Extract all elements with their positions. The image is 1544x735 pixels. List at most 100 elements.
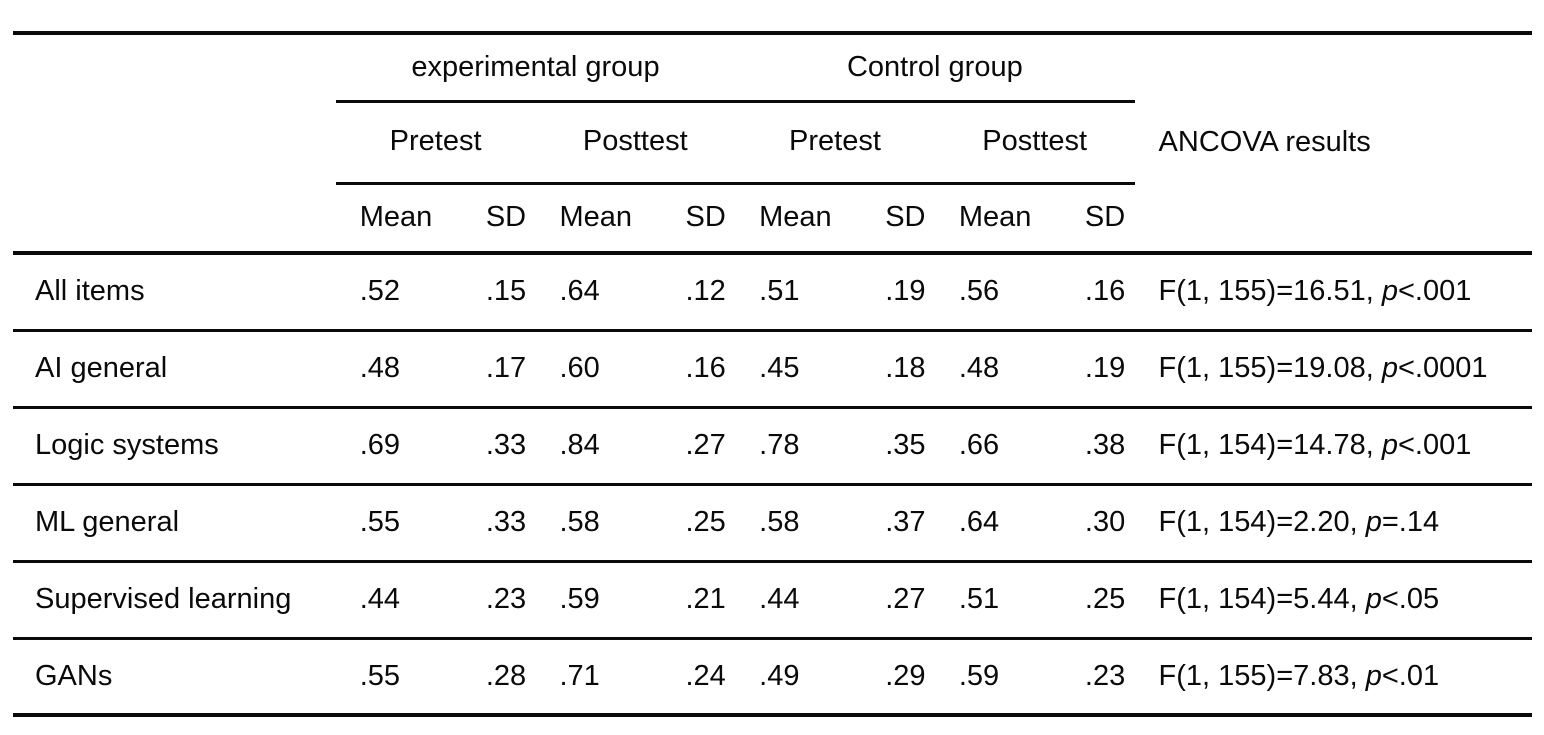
value-cell: .12 (661, 253, 736, 332)
sd-header: SD (1060, 183, 1135, 255)
row-label: Logic systems (13, 407, 336, 486)
value-cell: .33 (461, 484, 536, 563)
p-value: <.05 (1381, 582, 1440, 615)
value-cell: .48 (335, 330, 462, 409)
value-cell: .44 (735, 561, 862, 640)
p-symbol: p (1381, 275, 1398, 308)
value-cell: .78 (735, 407, 862, 486)
value-cell: .58 (735, 484, 862, 563)
row-label: All items (13, 253, 336, 332)
f-statistic: F(1, 154)=2.20, (1158, 505, 1366, 538)
ancova-results-table: experimental group Control group ANCOVA … (13, 31, 1532, 717)
value-cell: .52 (335, 253, 462, 332)
corner-cell (13, 31, 336, 255)
value-cell: .45 (735, 330, 862, 409)
p-symbol: p (1381, 351, 1398, 384)
table-row-all-items: All items .52 .15 .64 .12 .51 .19 .56 .1… (13, 253, 1532, 332)
sd-header: SD (861, 183, 935, 255)
table-row-logic-systems: Logic systems .69 .33 .84 .27 .78 .35 .6… (13, 407, 1532, 486)
value-cell: .23 (461, 561, 536, 640)
value-cell: .16 (661, 330, 736, 409)
p-value: <.001 (1397, 275, 1472, 308)
ancova-results-header: ANCOVA results (1134, 31, 1532, 255)
value-cell: .35 (861, 407, 935, 486)
value-cell: .38 (1060, 407, 1135, 486)
value-cell: .27 (861, 561, 935, 640)
value-cell: .29 (861, 638, 935, 717)
sd-header: SD (661, 183, 736, 255)
ancova-result: F(1, 154)=2.20, p=.14 (1134, 484, 1532, 563)
value-cell: .60 (535, 330, 662, 409)
p-value: <.0001 (1397, 351, 1488, 384)
table-row-supervised-learning: Supervised learning .44 .23 .59 .21 .44 … (13, 561, 1532, 640)
f-statistic: F(1, 155)=19.08, (1158, 351, 1382, 384)
stat-header-row: Mean SD Mean SD Mean SD Mean SD (13, 183, 1532, 255)
mean-header: Mean (934, 183, 1061, 255)
exp-pretest-header: Pretest (335, 101, 536, 185)
value-cell: .71 (535, 638, 662, 717)
value-cell: .19 (1060, 330, 1135, 409)
p-symbol: p (1365, 582, 1382, 615)
row-label: Supervised learning (13, 561, 336, 640)
table-row-gans: GANs .55 .28 .71 .24 .49 .29 .59 .23 F(1… (13, 638, 1532, 717)
sd-header: SD (461, 183, 536, 255)
group-header-row: experimental group Control group ANCOVA … (13, 31, 1532, 255)
p-symbol: p (1365, 659, 1382, 692)
row-label: AI general (13, 330, 336, 409)
value-cell: .64 (934, 484, 1061, 563)
table-row-ml-general: ML general .55 .33 .58 .25 .58 .37 .64 .… (13, 484, 1532, 563)
value-cell: .44 (335, 561, 462, 640)
value-cell: .27 (661, 407, 736, 486)
value-cell: .18 (861, 330, 935, 409)
mean-header: Mean (335, 183, 462, 255)
value-cell: .51 (934, 561, 1061, 640)
value-cell: .48 (934, 330, 1061, 409)
f-statistic: F(1, 154)=14.78, (1158, 428, 1382, 461)
p-value: <.001 (1397, 428, 1472, 461)
ancova-result: F(1, 155)=7.83, p<.01 (1134, 638, 1532, 717)
value-cell: .56 (934, 253, 1061, 332)
value-cell: .59 (535, 561, 662, 640)
value-cell: .51 (735, 253, 862, 332)
value-cell: .25 (661, 484, 736, 563)
value-cell: .21 (661, 561, 736, 640)
value-cell: .69 (335, 407, 462, 486)
row-label: GANs (13, 638, 336, 717)
value-cell: .30 (1060, 484, 1135, 563)
value-cell: .58 (535, 484, 662, 563)
f-statistic: F(1, 154)=5.44, (1158, 582, 1366, 615)
value-cell: .28 (461, 638, 536, 717)
f-statistic: F(1, 155)=16.51, (1158, 275, 1382, 308)
value-cell: .59 (934, 638, 1061, 717)
f-statistic: F(1, 155)=7.83, (1158, 659, 1366, 692)
ancova-result: F(1, 155)=16.51, p<.001 (1134, 253, 1532, 332)
value-cell: .19 (861, 253, 935, 332)
mean-header: Mean (735, 183, 862, 255)
ctrl-posttest-header: Posttest (934, 101, 1135, 185)
p-symbol: p (1365, 505, 1382, 538)
value-cell: .17 (461, 330, 536, 409)
ancova-result: F(1, 155)=19.08, p<.0001 (1134, 330, 1532, 409)
ctrl-pretest-header: Pretest (735, 101, 935, 185)
value-cell: .16 (1060, 253, 1135, 332)
value-cell: .37 (861, 484, 935, 563)
value-cell: .84 (535, 407, 662, 486)
exp-posttest-header: Posttest (535, 101, 736, 185)
p-symbol: p (1381, 428, 1398, 461)
ancova-result: F(1, 154)=14.78, p<.001 (1134, 407, 1532, 486)
value-cell: .15 (461, 253, 536, 332)
ancova-result: F(1, 154)=5.44, p<.05 (1134, 561, 1532, 640)
value-cell: .33 (461, 407, 536, 486)
table-row-ai-general: AI general .48 .17 .60 .16 .45 .18 .48 .… (13, 330, 1532, 409)
p-value: =.14 (1381, 505, 1440, 538)
value-cell: .23 (1060, 638, 1135, 717)
row-label: ML general (13, 484, 336, 563)
value-cell: .25 (1060, 561, 1135, 640)
value-cell: .49 (735, 638, 862, 717)
experimental-group-header: experimental group (335, 31, 736, 103)
value-cell: .55 (335, 638, 462, 717)
value-cell: .55 (335, 484, 462, 563)
p-value: <.01 (1381, 659, 1440, 692)
value-cell: .66 (934, 407, 1061, 486)
value-cell: .64 (535, 253, 662, 332)
